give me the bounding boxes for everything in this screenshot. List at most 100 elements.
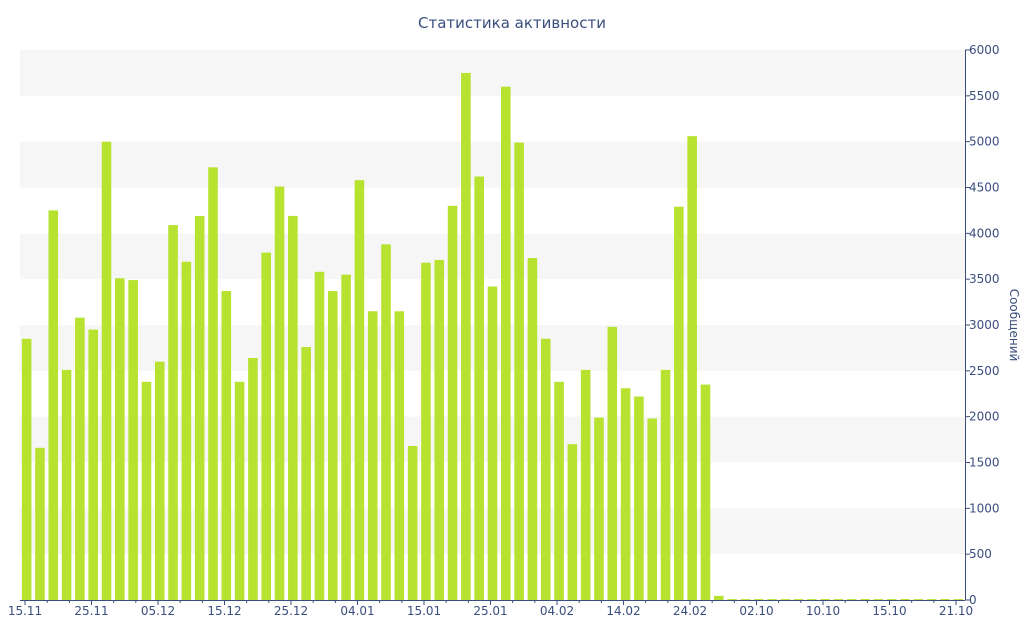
bar: [341, 274, 351, 600]
bar: [434, 259, 445, 600]
bar: [261, 252, 272, 600]
bar: [540, 338, 551, 600]
x-tick-label: 10.10: [806, 604, 840, 618]
bar: [607, 326, 618, 600]
x-tick-label: 21.10: [939, 604, 973, 618]
bar: [354, 180, 365, 601]
bar: [953, 599, 964, 600]
bar: [620, 388, 631, 600]
y-tick-label: 500: [969, 547, 992, 561]
bar: [820, 599, 831, 600]
bar: [807, 599, 817, 600]
y-axis-ticks: 0 500 1000 1500 2000 2500 3000 3500 4000 4500 5000…: [965, 43, 1000, 607]
bar: [274, 186, 285, 600]
x-tick-label: 14.02: [606, 604, 640, 618]
bar: [713, 595, 724, 601]
x-tick-label: 25.01: [473, 604, 507, 618]
x-tick-label: 04.01: [340, 604, 374, 618]
x-axis-ticks: 15.11 25.11 05.12 15.12 25.12 04.01 15.01 25.01…: [8, 600, 973, 618]
bar: [913, 599, 924, 600]
bar: [793, 599, 804, 600]
grid-band: [20, 141, 965, 188]
bar: [674, 206, 684, 600]
bar: [474, 176, 484, 600]
bar: [554, 381, 564, 600]
bar: [128, 280, 138, 600]
y-tick-label: 4000: [969, 226, 1000, 240]
y-tick-label: 5500: [969, 89, 1000, 103]
bar: [740, 599, 751, 600]
bar: [833, 599, 844, 600]
bar: [900, 599, 910, 600]
bar: [567, 444, 578, 600]
y-tick-label: 2000: [969, 410, 1000, 424]
bar: [327, 291, 338, 600]
bar: [221, 291, 232, 600]
bar: [887, 599, 897, 600]
x-tick-label: 25.12: [274, 604, 308, 618]
bar: [394, 311, 405, 600]
y-tick-label: 0: [969, 593, 977, 607]
bar: [407, 446, 418, 600]
bar: [447, 205, 458, 600]
bar: [727, 599, 737, 600]
x-tick-label: 04.02: [540, 604, 574, 618]
y-tick-label: 1000: [969, 501, 1000, 515]
x-tick-label: 15.11: [8, 604, 42, 618]
bar: [594, 417, 604, 600]
bar: [314, 271, 325, 600]
bar: [940, 599, 950, 600]
bar: [926, 599, 937, 600]
x-tick-label: 15.12: [207, 604, 241, 618]
bar: [141, 381, 152, 600]
bar: [634, 396, 644, 600]
x-tick-label: 05.12: [141, 604, 175, 618]
bar: [487, 286, 498, 600]
x-tick-label: 15.01: [407, 604, 441, 618]
bar: [208, 167, 218, 600]
bar: [421, 262, 431, 600]
grid-band: [20, 233, 965, 280]
bar: [700, 384, 711, 600]
y-tick-label: 6000: [969, 43, 1000, 57]
bar: [367, 311, 378, 600]
bar: [154, 361, 165, 600]
bar: [381, 244, 391, 600]
y-tick-label: 1500: [969, 456, 1000, 470]
y-tick-label: 3000: [969, 318, 1000, 332]
y-tick-label: 3500: [969, 272, 1000, 286]
bar: [301, 347, 311, 600]
bar: [660, 369, 671, 600]
x-tick-label: 02.10: [739, 604, 773, 618]
bar: [168, 225, 178, 600]
y-tick-label: 4500: [969, 181, 1000, 195]
bar: [35, 447, 45, 600]
bar: [21, 338, 32, 600]
grid-band: [20, 50, 965, 96]
bar: [873, 599, 884, 600]
bar: [61, 369, 72, 600]
bars: [21, 72, 964, 601]
bar: [860, 599, 870, 600]
bar: [181, 261, 192, 600]
bar: [647, 418, 658, 600]
x-tick-label: 24.02: [673, 604, 707, 618]
bar: [101, 141, 112, 601]
bar: [88, 329, 98, 600]
x-tick-label: 15.10: [872, 604, 906, 618]
chart-title: Статистика активности: [418, 14, 606, 32]
bar: [780, 599, 791, 600]
bar: [75, 317, 85, 600]
bar: [514, 142, 524, 600]
y-tick-label: 5000: [969, 135, 1000, 149]
bar: [687, 136, 697, 601]
bar: [194, 215, 205, 601]
bar: [753, 599, 764, 600]
x-tick-label: 25.11: [74, 604, 108, 618]
y-tick-label: 2500: [969, 364, 1000, 378]
bar: [767, 599, 777, 600]
bar: [115, 278, 125, 600]
bar: [847, 599, 857, 600]
bar: [234, 381, 245, 600]
